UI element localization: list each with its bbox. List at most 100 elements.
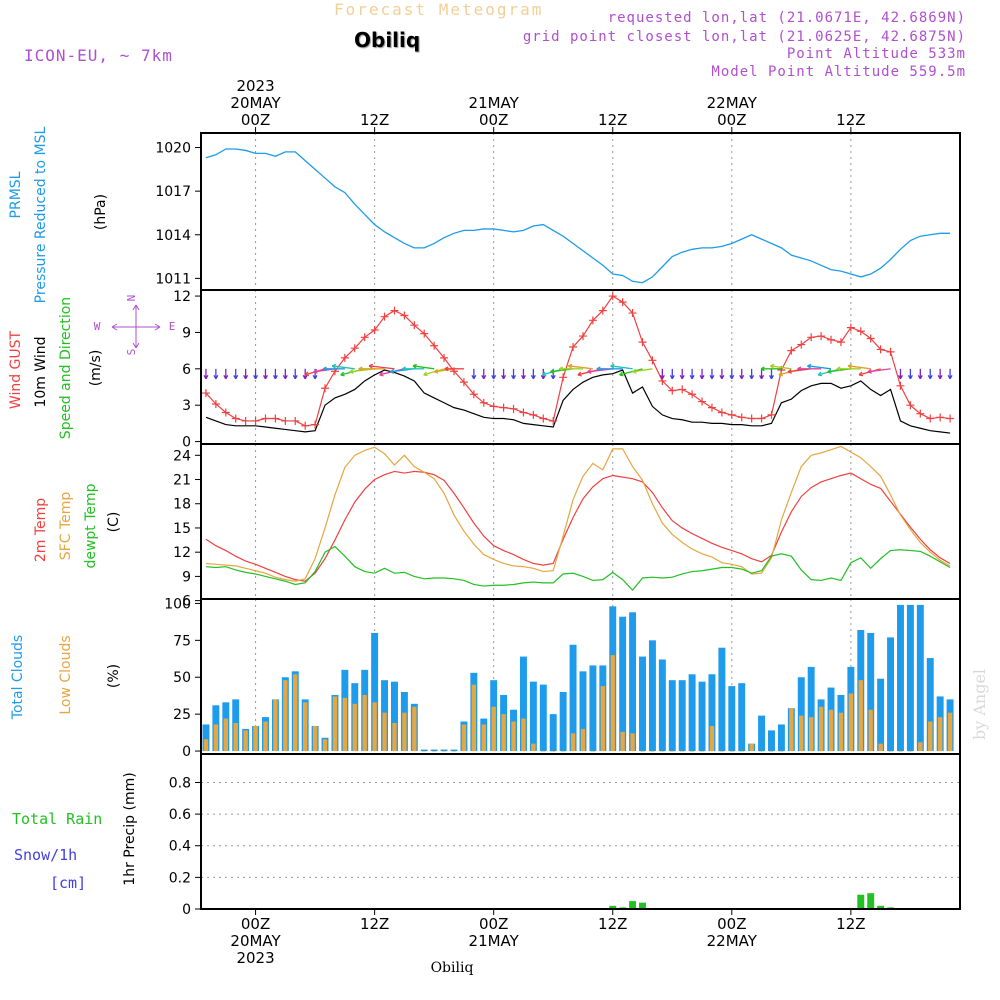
low-cloud-bar — [759, 751, 764, 752]
total-cloud-bar — [658, 659, 666, 752]
low-cloud-bar — [908, 751, 913, 752]
total-cloud-bar — [926, 658, 934, 752]
low-cloud-bar — [302, 702, 308, 752]
rain-bar — [857, 894, 865, 909]
location-title: Obiliq — [354, 28, 421, 52]
rain-bar — [629, 901, 637, 909]
point-altitude: Point Altitude 533m — [786, 46, 966, 62]
y-tick-label: 12 — [173, 545, 191, 561]
total-cloud-bar — [708, 674, 716, 752]
wind-arrow-head — [610, 363, 615, 369]
low-cloud-bar — [273, 699, 278, 752]
gust-marker — [420, 329, 429, 338]
gust-marker — [906, 401, 915, 410]
gust-marker — [866, 334, 875, 343]
total-cloud-bar — [440, 749, 448, 752]
model-altitude: Model Point Altitude 559.5m — [711, 64, 966, 80]
wind-arrow-head — [577, 371, 582, 377]
gust-marker — [281, 416, 290, 425]
rain-bar — [609, 905, 617, 909]
side-label-gust: Wind GUST — [8, 330, 24, 409]
wind-arrow-head — [817, 371, 823, 377]
low-cloud-bar — [937, 717, 943, 752]
gust-marker — [717, 408, 726, 417]
total-cloud-bar — [420, 749, 428, 752]
wind-arrow-head — [358, 366, 363, 372]
low-cloud-bar — [223, 718, 228, 752]
wind-arrow-head — [632, 368, 637, 374]
low-cloud-bar — [779, 751, 784, 752]
gust-marker — [648, 356, 657, 365]
low-cloud-bar — [838, 712, 844, 752]
low-cloud-bar — [947, 712, 953, 752]
wind-arrow-head — [243, 374, 249, 380]
wind-arrow-head — [689, 374, 695, 380]
low-cloud-bar — [293, 674, 298, 752]
side-label-total-cloud: Total Clouds — [10, 635, 26, 720]
total-cloud-bar — [688, 674, 696, 752]
wind-arrow-head — [423, 371, 428, 377]
gust-marker — [836, 338, 845, 347]
low-cloud-bar — [471, 684, 477, 752]
wind-arrow-head — [272, 374, 278, 380]
wind-arrow-head — [567, 363, 573, 369]
x-tick-label-bottom: 00Z — [479, 915, 508, 933]
total-cloud-bar — [371, 632, 379, 752]
wind-arrow-head — [471, 374, 477, 380]
wind-arrow-head — [807, 363, 812, 369]
gust-marker — [698, 397, 707, 406]
wind-arrow-head — [263, 374, 268, 380]
wind-arrow-head — [659, 374, 665, 380]
panel-frame — [200, 753, 961, 910]
low-cloud-bar — [570, 733, 576, 752]
low-cloud-bar — [878, 743, 883, 752]
wind-arrow-head — [223, 374, 229, 380]
gust-marker — [787, 346, 796, 355]
low-cloud-bar — [531, 743, 536, 752]
wind-arrow-head — [541, 371, 547, 377]
y-tick-label: 0.4 — [169, 839, 191, 855]
gust-marker — [797, 340, 806, 349]
low-cloud-bar — [610, 655, 615, 752]
low-cloud-bar — [719, 751, 725, 752]
low-cloud-bar — [501, 714, 506, 752]
gust-marker — [747, 414, 756, 423]
wind-arrow — [610, 365, 633, 370]
wind-arrow-head — [520, 374, 526, 380]
gust-marker — [211, 399, 220, 408]
low-cloud-bar — [699, 751, 705, 752]
gust-marker — [767, 410, 776, 419]
y-tick-label: 0 — [182, 744, 191, 760]
wind-arrow-head — [619, 371, 624, 377]
low-cloud-bar — [799, 715, 804, 752]
low-cloud-bar — [928, 721, 933, 752]
gust-marker — [539, 414, 548, 423]
x-tick-label-top: 00Z — [717, 111, 746, 129]
y-tick-label: 6 — [182, 594, 191, 610]
ylabel-temp: (C) — [106, 512, 122, 533]
gust-marker — [727, 410, 736, 419]
ylabel-wind: (m/s) — [88, 350, 104, 387]
total-cloud-bar — [738, 683, 746, 752]
gust-marker — [628, 309, 637, 318]
wind-arrow-head — [847, 363, 853, 369]
gust-marker — [221, 408, 230, 417]
compass-e: E — [169, 320, 176, 333]
gust-marker — [489, 402, 498, 411]
gust-marker — [311, 420, 320, 429]
low-cloud-bar — [243, 730, 248, 752]
x-tick-label-top: 12Z — [598, 111, 627, 129]
total-cloud-bar — [619, 616, 627, 752]
wind-arrow-head — [596, 366, 601, 372]
gust-marker — [618, 298, 627, 307]
y-tick-label: 50 — [173, 670, 191, 686]
gust-marker — [936, 413, 945, 422]
gust-marker — [340, 353, 349, 362]
total-cloud-bar — [906, 604, 914, 752]
low-cloud-bar — [431, 751, 437, 752]
wind-arrow-head — [739, 374, 745, 380]
side-label-wind: 10m Wind — [33, 336, 49, 407]
gust-marker — [251, 416, 260, 425]
low-cloud-bar — [650, 751, 655, 752]
total-cloud-bar — [629, 612, 637, 752]
